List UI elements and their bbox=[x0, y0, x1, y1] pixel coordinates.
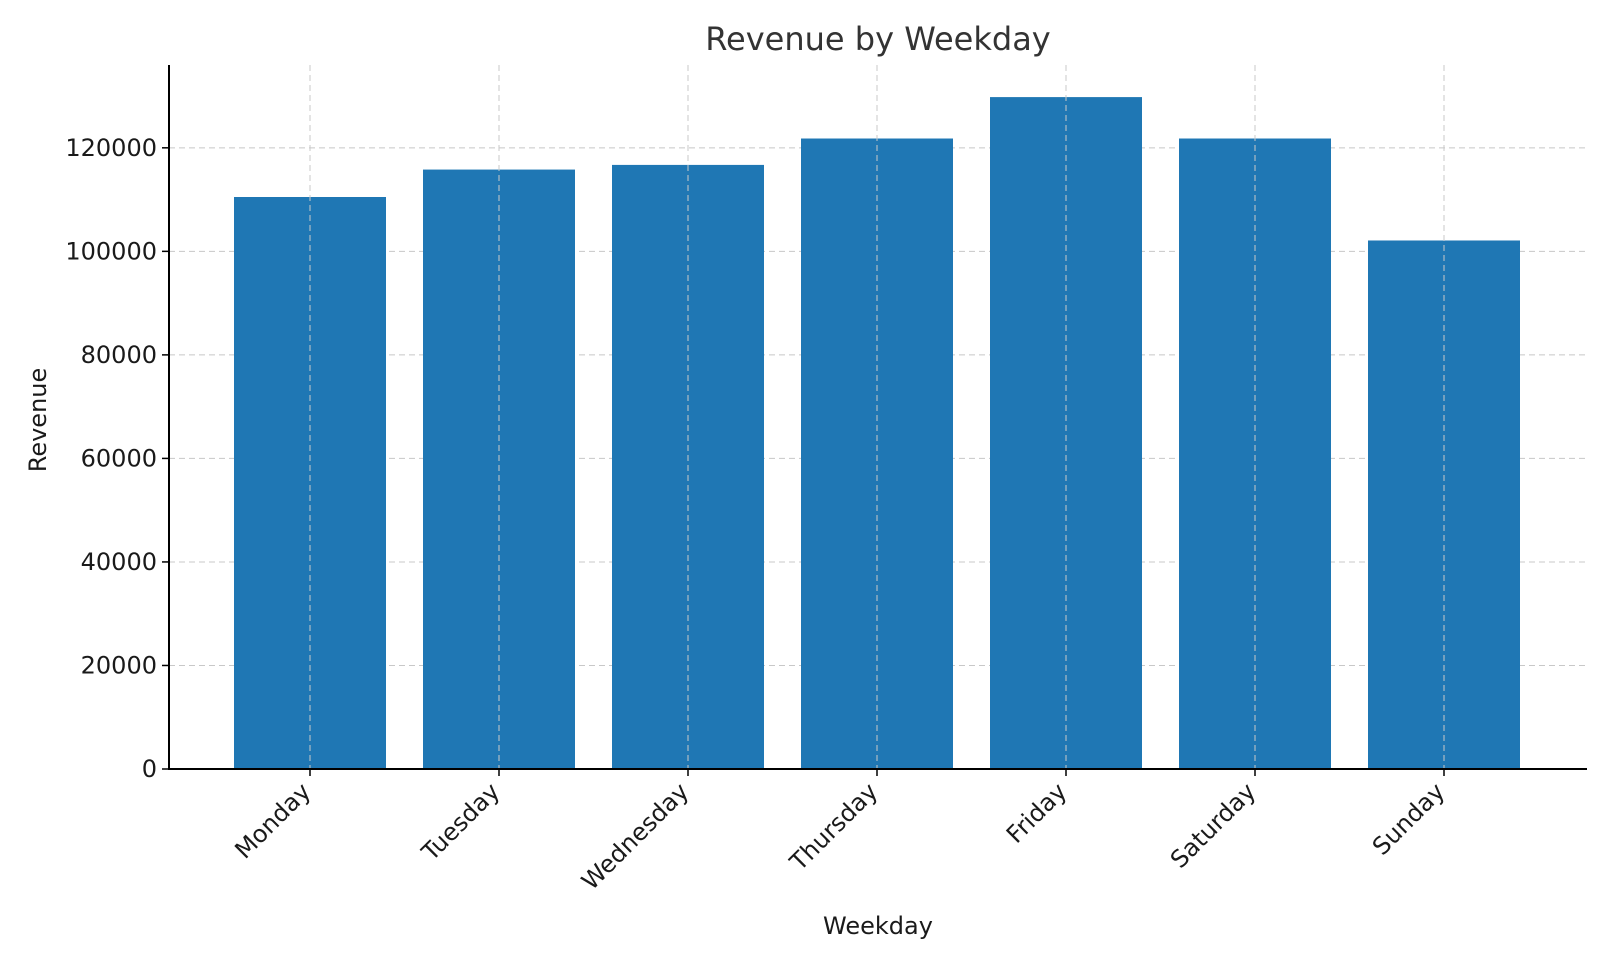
y-tick-label: 40000 bbox=[81, 548, 157, 576]
x-tick-label-tuesday: Tuesday bbox=[416, 777, 506, 867]
x-tick-label-thursday: Thursday bbox=[784, 777, 883, 876]
x-tick-label-saturday: Saturday bbox=[1165, 777, 1261, 873]
y-tick-label: 60000 bbox=[81, 444, 157, 472]
x-tick-label-wednesday: Wednesday bbox=[576, 777, 694, 895]
y-tick-label: 80000 bbox=[81, 341, 157, 369]
y-tick-label: 100000 bbox=[65, 237, 157, 265]
bar-saturday bbox=[1179, 138, 1331, 770]
x-axis-label: Weekday bbox=[823, 912, 933, 940]
x-tick-label-sunday: Sunday bbox=[1367, 777, 1450, 860]
y-tick-label: 20000 bbox=[81, 651, 157, 679]
grid-lines bbox=[169, 147, 1587, 666]
y-ticks: 0 20000 40000 60000 80000 100000 120000 bbox=[65, 134, 169, 783]
x-tick-label-friday: Friday bbox=[1001, 777, 1072, 848]
y-tick-label: 0 bbox=[142, 755, 157, 783]
x-ticks: Monday Tuesday Wednesday Thursday Friday Satu… bbox=[229, 769, 1450, 895]
bar-thursday bbox=[801, 138, 953, 770]
chart-title: Revenue by Weekday bbox=[705, 20, 1050, 58]
y-axis-label: Revenue bbox=[24, 368, 52, 473]
y-tick-label: 120000 bbox=[65, 134, 157, 162]
x-grid-lines bbox=[309, 65, 1445, 769]
x-tick-label-monday: Monday bbox=[229, 777, 316, 864]
bar-monday bbox=[234, 197, 386, 769]
